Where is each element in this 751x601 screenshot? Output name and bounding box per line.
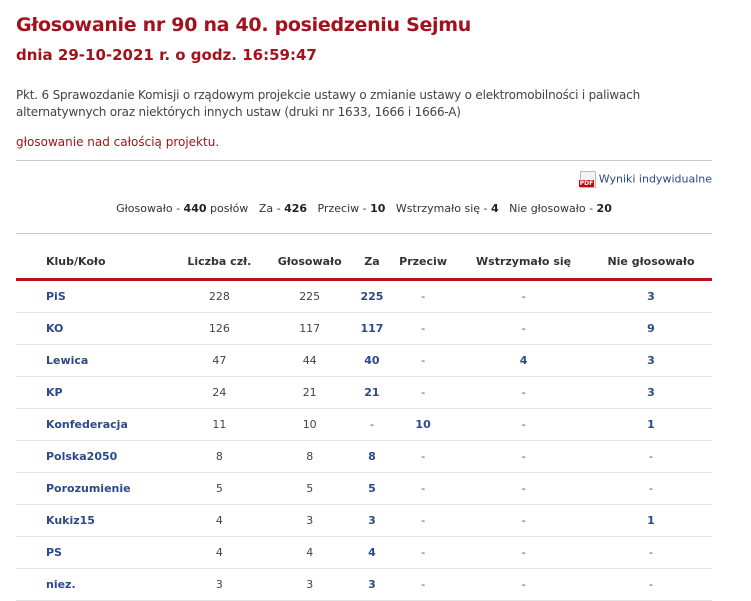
cell: - <box>457 440 590 473</box>
cell[interactable]: 3 <box>590 344 712 377</box>
cell[interactable]: 117 <box>354 312 389 345</box>
vote-summary: Głosowało - 440 posłów Za - 426 Przeciw … <box>116 202 612 215</box>
cell: - <box>457 536 590 569</box>
cell: - <box>457 472 590 505</box>
cell: 47 <box>174 344 265 377</box>
cell: - <box>457 279 590 313</box>
cell: - <box>457 504 590 537</box>
cell: 228 <box>174 279 265 313</box>
cell: - <box>590 472 712 505</box>
cell[interactable]: 40 <box>354 344 389 377</box>
pdf-link[interactable]: PDF Wyniki indywidualne <box>16 171 712 188</box>
cell[interactable]: 9 <box>590 312 712 345</box>
cell: 3 <box>264 504 355 537</box>
cell: 5 <box>264 472 355 505</box>
page-subtitle: dnia 29-10-2021 r. o godz. 16:59:47 <box>16 46 317 64</box>
table-row: PS 4 4 4- - - <box>16 536 712 569</box>
cell: - <box>354 408 389 441</box>
cell: - <box>389 472 458 505</box>
cell: 126 <box>174 312 265 345</box>
vote-subject: głosowanie nad całością projektu. <box>16 135 220 149</box>
cell[interactable]: 225 <box>354 279 389 313</box>
club-link[interactable]: Lewica <box>16 344 175 377</box>
cell: - <box>590 536 712 569</box>
cell: - <box>457 408 590 441</box>
cell[interactable]: 3 <box>354 504 389 537</box>
cell: - <box>389 568 458 601</box>
column-header: Wstrzymało się <box>457 244 590 281</box>
content: Głosowanie nr 90 na 40. posiedzeniu Sejm… <box>16 0 712 601</box>
table-row: Porozumienie 5 5 5- - - <box>16 472 712 505</box>
cell: 117 <box>264 312 355 345</box>
cell[interactable]: 4 <box>457 344 590 377</box>
column-header: Za <box>354 244 389 281</box>
cell[interactable]: 3 <box>590 279 712 313</box>
cell[interactable]: 5 <box>354 472 389 505</box>
cell: 21 <box>264 376 355 409</box>
divider <box>16 160 712 161</box>
cell: 44 <box>264 344 355 377</box>
column-header: Głosowało <box>264 244 355 281</box>
table-row: Lewica 47 44 40-4 3 <box>16 344 712 377</box>
club-link[interactable]: KO <box>16 312 175 345</box>
column-header: Klub/Koło <box>16 244 175 281</box>
cell: 3 <box>264 568 355 601</box>
club-link[interactable]: Polska2050 <box>16 440 175 473</box>
cell[interactable]: 4 <box>354 536 389 569</box>
club-link[interactable]: niez. <box>16 568 175 601</box>
club-link[interactable]: Konfederacja <box>16 408 175 441</box>
cell: 4 <box>264 536 355 569</box>
pdf-link-label[interactable]: Wyniki indywidualne <box>598 172 712 186</box>
pdf-icon: PDF <box>578 171 596 188</box>
cell[interactable]: 1 <box>590 504 712 537</box>
column-header: Przeciw <box>389 244 458 281</box>
table-row: Konfederacja 11 10-10-1 <box>16 408 712 441</box>
cell: - <box>590 440 712 473</box>
page-title: Głosowanie nr 90 na 40. posiedzeniu Sejm… <box>16 14 471 36</box>
cell: - <box>389 504 458 537</box>
cell: 3 <box>174 568 265 601</box>
cell: - <box>389 279 458 313</box>
cell: 10 <box>264 408 355 441</box>
club-link[interactable]: Porozumienie <box>16 472 175 505</box>
cell: - <box>389 376 458 409</box>
cell: - <box>389 536 458 569</box>
cell: 225 <box>264 279 355 313</box>
cell: 5 <box>174 472 265 505</box>
cell: 11 <box>174 408 265 441</box>
cell: 4 <box>174 536 265 569</box>
description: Pkt. 6 Sprawozdanie Komisji o rządowym p… <box>16 88 640 119</box>
table-row: KO 126 117 117- -9 <box>16 312 712 345</box>
cell: 8 <box>174 440 265 473</box>
cell[interactable]: 21 <box>354 376 389 409</box>
table-row: Polska2050 8 8 8- - - <box>16 440 712 473</box>
cell: 8 <box>264 440 355 473</box>
results-table: Klub/Koło Liczba czł. Głosowało Za Przeciw Ws… <box>16 244 712 601</box>
cell[interactable]: 3 <box>354 568 389 601</box>
cell: - <box>590 568 712 601</box>
cell: - <box>389 344 458 377</box>
cell[interactable]: 3 <box>590 376 712 409</box>
table-row: PiS 228 225 225- -3 <box>16 279 712 313</box>
cell: - <box>457 376 590 409</box>
club-link[interactable]: KP <box>16 376 175 409</box>
club-link[interactable]: PS <box>16 536 175 569</box>
cell: 4 <box>174 504 265 537</box>
cell[interactable]: 1 <box>590 408 712 441</box>
cell: - <box>457 568 590 601</box>
cell[interactable]: 10 <box>389 408 458 441</box>
table-row: KP 24 21 21- -3 <box>16 376 712 409</box>
cell: 24 <box>174 376 265 409</box>
cell: - <box>389 312 458 345</box>
cell: - <box>457 312 590 345</box>
cell: - <box>389 440 458 473</box>
cell[interactable]: 8 <box>354 440 389 473</box>
column-header: Nie głosowało <box>590 244 712 281</box>
column-header: Liczba czł. <box>174 244 265 281</box>
club-link[interactable]: Kukiz15 <box>16 504 175 537</box>
club-link[interactable]: PiS <box>16 279 175 313</box>
table-row: Kukiz15 4 3 3- -1 <box>16 504 712 537</box>
divider <box>16 233 712 234</box>
table-row: niez. 3 3 3- - - <box>16 568 712 601</box>
